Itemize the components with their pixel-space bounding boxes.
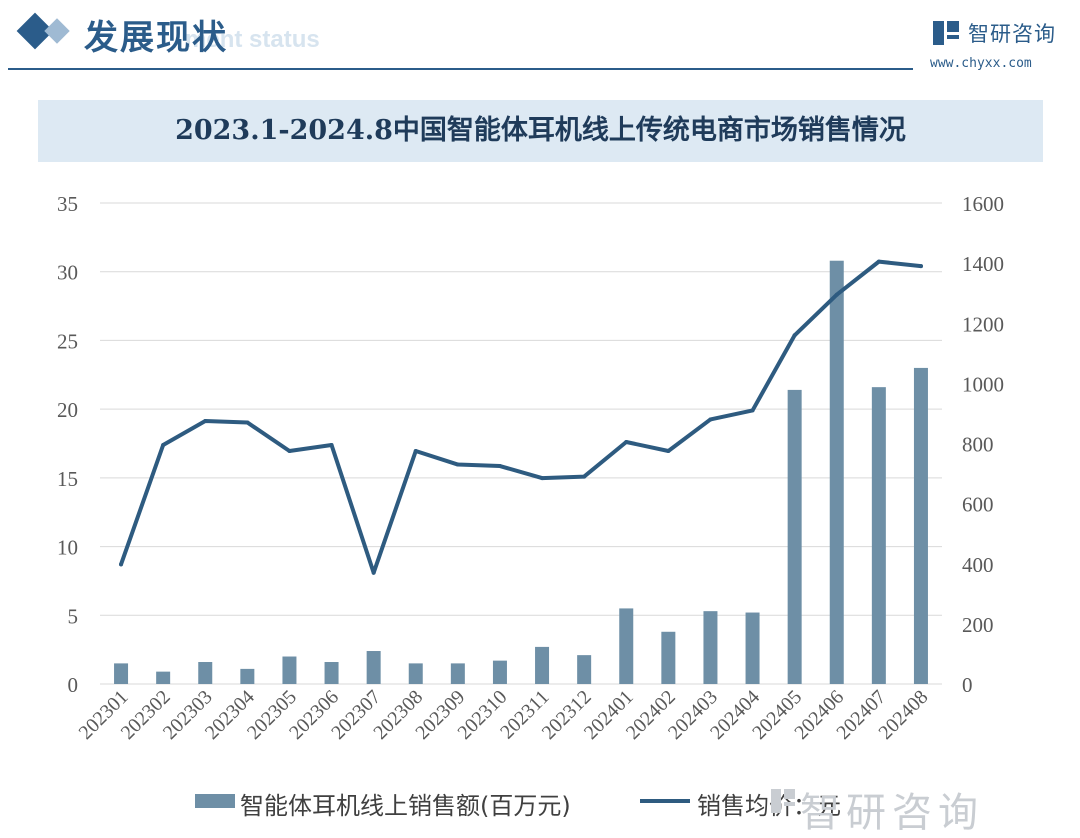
- line-point: [750, 408, 755, 413]
- y-left-tick-label: 10: [57, 536, 78, 560]
- bar: [198, 662, 213, 684]
- bar: [703, 611, 718, 684]
- y-right-tick-label: 800: [962, 433, 994, 457]
- bar: [535, 646, 550, 684]
- bar: [156, 671, 171, 684]
- line-point: [666, 449, 671, 454]
- line-point: [413, 449, 418, 454]
- header-divider: [8, 68, 913, 70]
- y-left-tick-label: 30: [57, 261, 78, 285]
- y-right-tick-label: 1200: [962, 312, 1004, 336]
- line-point: [161, 443, 166, 448]
- bar: [829, 260, 844, 684]
- section-title: 发展现状: [84, 18, 228, 58]
- line-point: [371, 570, 376, 575]
- y-left-tick-label: 25: [57, 329, 78, 353]
- line-point: [245, 420, 250, 425]
- y-left-tick-label: 15: [57, 467, 78, 491]
- y-right-tick-label: 1000: [962, 372, 1004, 396]
- y-left-tick-label: 35: [57, 192, 78, 216]
- bar: [577, 655, 592, 684]
- line-point: [455, 462, 460, 467]
- bar: [787, 389, 802, 684]
- bar: [913, 367, 928, 684]
- line-point: [624, 439, 629, 444]
- bar: [282, 656, 297, 684]
- line-point: [792, 333, 797, 338]
- y-left-tick-label: 0: [68, 673, 79, 697]
- bar: [240, 668, 255, 684]
- header: ment status 发展现状 智研咨询 www.chyxx.com: [0, 0, 1080, 72]
- line-point: [918, 264, 923, 269]
- bar: [871, 387, 886, 684]
- y-left-tick-label: 5: [68, 604, 79, 628]
- y-right-tick-label: 1400: [962, 252, 1004, 276]
- chart-title: 2023.1-2024.8中国智能体耳机线上传统电商市场销售情况: [175, 115, 906, 146]
- y-right-tick-label: 600: [962, 493, 994, 517]
- line-point: [708, 417, 713, 422]
- bar: [492, 660, 507, 684]
- line-point: [287, 449, 292, 454]
- line-point: [540, 476, 545, 481]
- footer-watermark: 智研咨询: [800, 790, 984, 836]
- line-point: [329, 443, 334, 448]
- bar: [324, 662, 339, 684]
- title-band: [38, 100, 1043, 162]
- bar: [661, 631, 676, 684]
- legend-line-label: 销售均价：元: [697, 792, 841, 820]
- line-series-avg-price: [119, 259, 923, 575]
- diamond-accent-icon: [44, 18, 70, 44]
- y-right-tick-label: 1600: [962, 192, 1004, 216]
- line-point: [834, 292, 839, 297]
- y-right-tick-label: 0: [962, 673, 973, 697]
- line-point: [876, 259, 881, 264]
- line-point: [203, 418, 208, 423]
- bar: [408, 663, 423, 684]
- bar: [114, 663, 129, 684]
- bar: [745, 612, 760, 684]
- line-point: [119, 562, 124, 567]
- legend-bar-label: 智能体耳机线上销售额(百万元): [240, 792, 571, 820]
- section-subtitle: ment status: [185, 26, 320, 53]
- brand-url[interactable]: www.chyxx.com: [930, 56, 1032, 71]
- line-point: [582, 474, 587, 479]
- footer-logo-icon: [771, 789, 795, 813]
- line-point: [497, 464, 502, 469]
- bar: [450, 663, 465, 684]
- legend-bar-swatch: [195, 794, 235, 808]
- brand-logo-icon: [933, 21, 959, 45]
- y-right-tick-label: 400: [962, 553, 994, 577]
- bar: [619, 608, 634, 684]
- brand-name: 智研咨询: [968, 22, 1056, 46]
- combo-chart: 0 5 10 15 20 25 30 35 0 200 400 600 800 1000 1200 1400 1…: [57, 192, 1004, 820]
- y-left-tick-label: 20: [57, 398, 78, 422]
- bar: [366, 651, 381, 684]
- y-right-tick-label: 200: [962, 613, 994, 637]
